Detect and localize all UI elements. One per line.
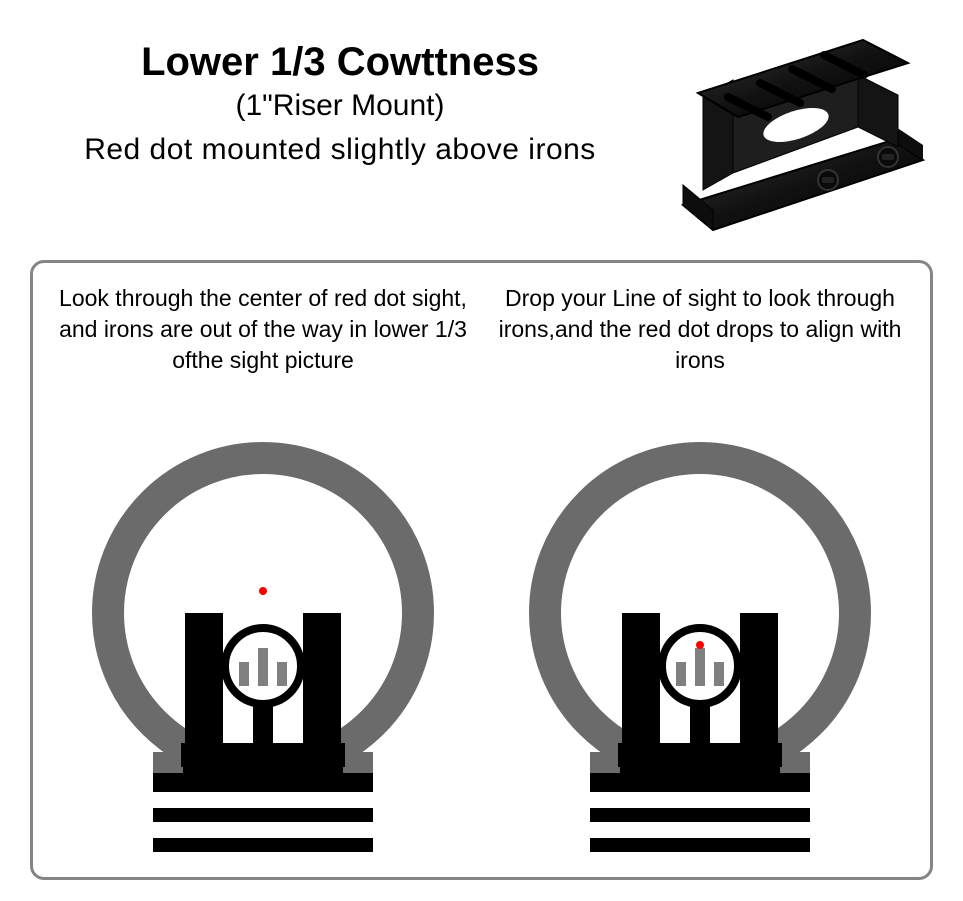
left-caption: Look through the center of red dot sight… [53,283,473,376]
title: Lower 1/3 Cowttness [30,40,650,85]
right-sight-diagram [490,403,910,873]
riser-mount-icon [663,20,933,250]
header-block: Lower 1/3 Cowttness (1"Riser Mount) Red … [30,40,650,167]
left-sight-diagram [53,403,473,873]
diagram-box: Look through the center of red dot sight… [30,260,933,880]
tagline: Red dot mounted slightly above irons [30,133,650,167]
right-caption: Drop your Line of sight to look through … [490,283,910,376]
subtitle: (1"Riser Mount) [30,89,650,123]
